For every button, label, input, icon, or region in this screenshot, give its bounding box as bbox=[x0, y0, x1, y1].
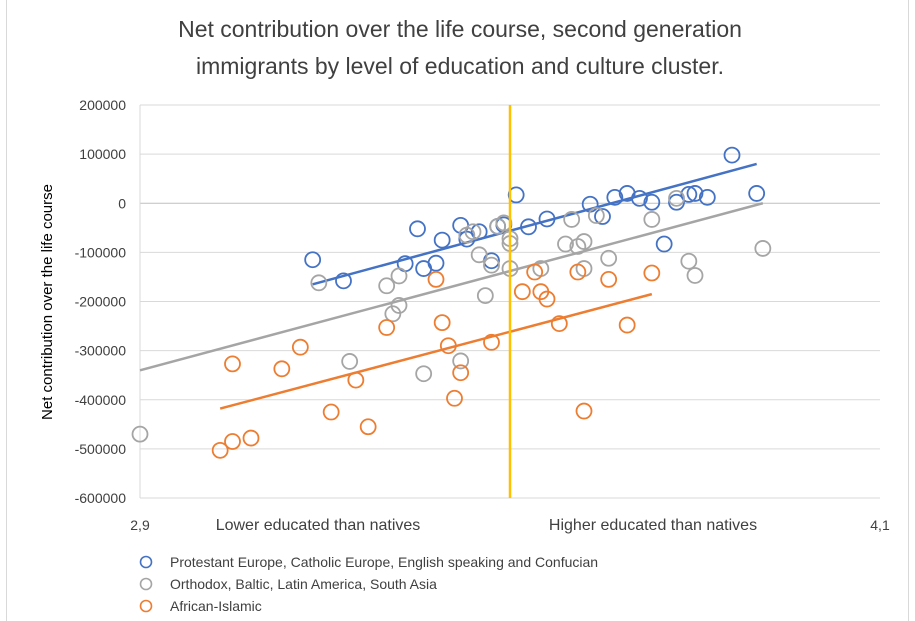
data-point-series-1 bbox=[723, 146, 741, 164]
data-point-series-3 bbox=[433, 314, 451, 332]
data-point-series-1 bbox=[631, 189, 648, 207]
region-label-higher: Higher educated than natives bbox=[549, 517, 757, 534]
data-point-series-1 bbox=[409, 220, 426, 238]
chart-title-line-1: Net contribution over the life course, s… bbox=[178, 16, 742, 42]
data-point-series-2 bbox=[668, 189, 685, 207]
x-tick-label: 2,9 bbox=[130, 517, 150, 533]
chart-title-line-2: immigrants by level of education and cul… bbox=[196, 53, 724, 79]
chart-frame bbox=[6, 0, 909, 621]
legend-label-series-1: Protestant Europe, Catholic Europe, Engl… bbox=[170, 554, 598, 570]
data-point-series-3 bbox=[575, 402, 593, 420]
data-point-series-3 bbox=[618, 316, 636, 334]
data-point-series-1 bbox=[470, 223, 488, 241]
data-point-series-2 bbox=[483, 256, 500, 274]
data-point-series-2 bbox=[464, 223, 482, 241]
legend-marker-series-2 bbox=[139, 577, 153, 591]
legend-marker-series-3 bbox=[139, 599, 153, 613]
data-point-series-3 bbox=[550, 315, 568, 333]
data-point-series-2 bbox=[587, 207, 605, 224]
data-point-series-1 bbox=[606, 188, 624, 206]
data-point-series-2 bbox=[686, 267, 704, 284]
data-point-series-3 bbox=[378, 319, 396, 336]
data-point-series-2 bbox=[557, 235, 574, 253]
data-point-series-1 bbox=[594, 208, 611, 225]
legend: Protestant Europe, Catholic Europe, Engl… bbox=[139, 554, 598, 614]
data-point-series-3 bbox=[242, 429, 260, 447]
data-point-series-2 bbox=[643, 211, 661, 228]
trend-line-series-2 bbox=[139, 202, 764, 372]
data-point-series-1 bbox=[643, 193, 661, 211]
data-point-series-2 bbox=[452, 352, 470, 370]
data-point-series-1 bbox=[507, 186, 525, 204]
y-tick-label: -400000 bbox=[75, 392, 127, 408]
data-point-series-1 bbox=[427, 254, 445, 272]
x-axis-tick-labels: 2,9 4,1 bbox=[130, 517, 890, 533]
data-point-series-1 bbox=[433, 231, 451, 249]
data-point-series-3 bbox=[452, 364, 470, 382]
data-point-series-2 bbox=[384, 305, 402, 323]
data-point-series-2 bbox=[310, 274, 328, 292]
data-point-series-3 bbox=[439, 337, 457, 355]
data-point-series-2 bbox=[415, 365, 433, 383]
data-point-series-3 bbox=[427, 270, 445, 288]
y-tick-label: 0 bbox=[118, 195, 126, 211]
data-point-series-2 bbox=[476, 287, 494, 305]
data-point-series-1 bbox=[698, 188, 716, 206]
data-point-series-3 bbox=[359, 418, 377, 436]
data-point-series-2 bbox=[575, 233, 593, 250]
data-point-series-3 bbox=[446, 389, 463, 407]
data-point-series-2 bbox=[600, 249, 618, 267]
data-points bbox=[131, 146, 772, 459]
data-point-series-1 bbox=[680, 186, 698, 203]
y-tick-label: -500000 bbox=[75, 441, 127, 457]
data-point-series-2 bbox=[341, 353, 359, 370]
data-point-series-1 bbox=[520, 218, 537, 236]
data-point-series-1 bbox=[655, 235, 673, 253]
data-point-series-3 bbox=[273, 360, 291, 378]
data-point-series-2 bbox=[131, 425, 149, 443]
data-point-series-2 bbox=[563, 211, 581, 228]
region-label-lower: Lower educated than natives bbox=[216, 517, 421, 534]
data-point-series-3 bbox=[291, 338, 309, 356]
legend-label-series-3: African-Islamic bbox=[170, 598, 262, 614]
y-tick-label: -300000 bbox=[75, 343, 127, 359]
y-axis-label: Net contribution over the life course bbox=[39, 184, 56, 420]
data-point-series-2 bbox=[754, 240, 772, 257]
data-point-series-2 bbox=[390, 267, 408, 285]
data-point-series-1 bbox=[538, 210, 556, 228]
data-point-series-1 bbox=[748, 185, 766, 202]
data-point-series-3 bbox=[643, 264, 661, 282]
trend-line-series-3 bbox=[219, 292, 653, 410]
legend-label-series-2: Orthodox, Baltic, Latin America, South A… bbox=[170, 576, 437, 592]
x-tick-label: 4,1 bbox=[870, 517, 890, 533]
y-tick-label: -200000 bbox=[75, 294, 127, 310]
data-point-series-2 bbox=[680, 252, 698, 270]
y-tick-label: -600000 bbox=[75, 490, 127, 506]
data-point-series-2 bbox=[390, 297, 408, 314]
data-point-series-2 bbox=[378, 277, 396, 295]
y-tick-label: 100000 bbox=[79, 146, 126, 162]
data-point-series-3 bbox=[526, 263, 544, 281]
data-point-series-3 bbox=[569, 263, 587, 281]
data-point-series-3 bbox=[513, 283, 531, 301]
y-tick-label: 200000 bbox=[79, 97, 126, 113]
data-point-series-3 bbox=[600, 270, 618, 288]
data-point-series-1 bbox=[668, 193, 685, 211]
data-point-series-3 bbox=[322, 403, 340, 421]
data-point-series-1 bbox=[304, 251, 322, 269]
data-point-series-1 bbox=[686, 185, 704, 202]
data-point-series-1 bbox=[335, 272, 352, 290]
data-point-series-2 bbox=[495, 214, 513, 232]
data-point-series-3 bbox=[224, 433, 241, 450]
data-point-series-3 bbox=[483, 333, 500, 351]
data-point-series-3 bbox=[211, 441, 229, 459]
legend-marker-series-1 bbox=[139, 555, 153, 569]
data-point-series-3 bbox=[224, 355, 241, 373]
data-point-series-2 bbox=[470, 246, 488, 264]
y-axis-tick-labels: 200000 100000 0 -100000 -200000 -300000 -40000… bbox=[75, 97, 127, 506]
data-point-series-3 bbox=[347, 371, 365, 389]
data-point-series-3 bbox=[538, 290, 556, 308]
y-tick-label: -100000 bbox=[75, 244, 127, 260]
